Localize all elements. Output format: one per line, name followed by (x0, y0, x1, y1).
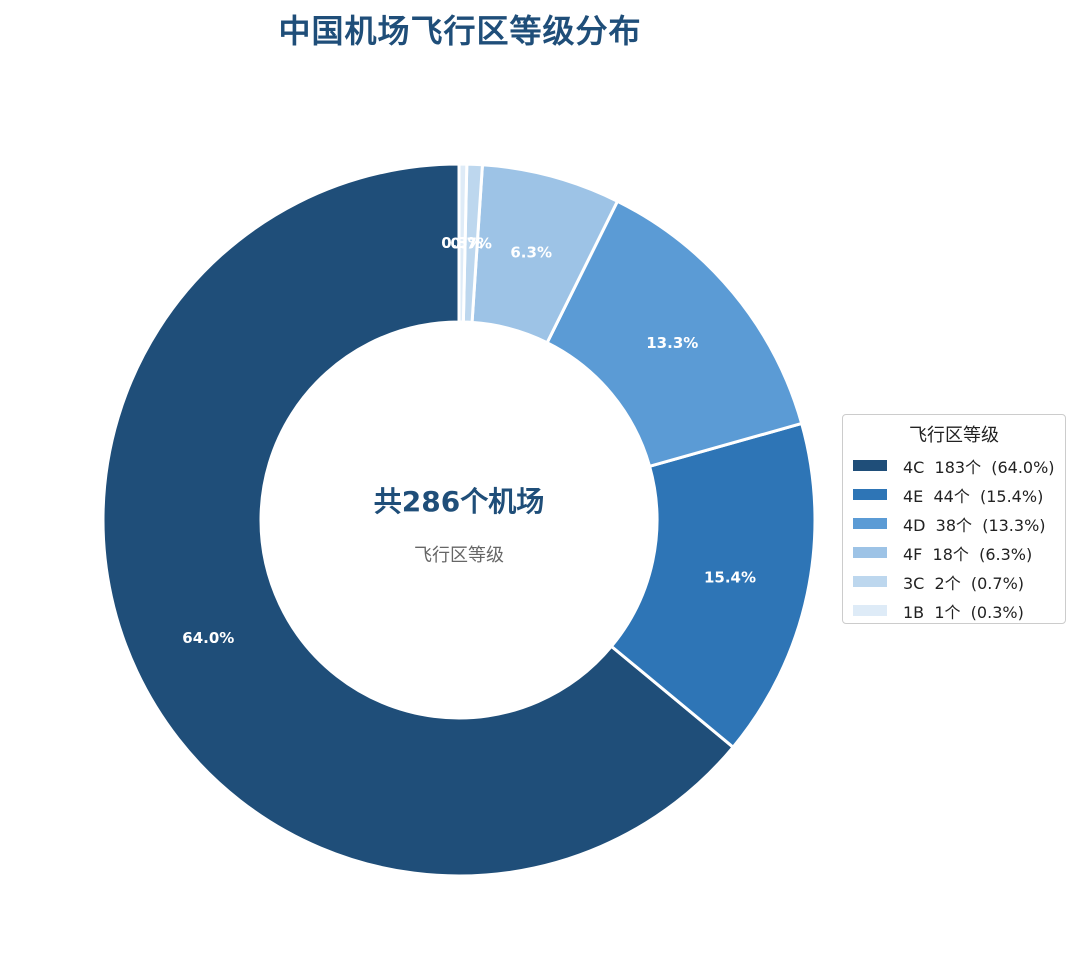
slice-label-4D: 13.3% (646, 334, 698, 352)
chart-title: 中国机场飞行区等级分布 (278, 12, 642, 50)
legend: 飞行区等级 4C 183个 (64.0%) 4E 44个 (15.4%) 4D 38… (842, 414, 1066, 624)
legend-swatch-4E (853, 489, 887, 500)
legend-label-3C: 3C 2个 (0.7%) (903, 573, 1025, 593)
slice-label-3C: 0.7% (450, 234, 492, 252)
slice-label-4E: 15.4% (704, 568, 756, 586)
slice-label-4C: 64.0% (182, 629, 234, 647)
legend-swatch-3C (853, 576, 887, 587)
slice-4C (101, 162, 736, 878)
legend-label-4F: 4F 18个 (6.3%) (903, 544, 1033, 564)
slice-label-1B: 0.3% (441, 234, 483, 252)
legend-swatch-1B (853, 605, 887, 616)
slice-label-4F: 6.3% (510, 244, 552, 262)
slice-1B (457, 162, 469, 324)
legend-title: 飞行区等级 (909, 425, 999, 446)
legend-label-4E: 4E 44个 (15.4%) (903, 486, 1044, 506)
center-total-label: 共286个机场 (374, 485, 544, 518)
legend-item-3C: 3C 2个 (0.7%) (853, 567, 1055, 596)
legend-swatch-4C (853, 460, 887, 471)
legend-item-4D: 4D 38个 (13.3%) (853, 509, 1055, 538)
legend-swatch-4D (853, 518, 887, 529)
legend-item-1B: 1B 1个 (0.3%) (853, 596, 1055, 625)
legend-swatch-4F (853, 547, 887, 558)
center-subtitle: 飞行区等级 (414, 545, 504, 566)
legend-item-4E: 4E 44个 (15.4%) (853, 480, 1055, 509)
legend-item-4C: 4C 183个 (64.0%) (853, 451, 1055, 480)
legend-label-4D: 4D 38个 (13.3%) (903, 515, 1046, 535)
legend-label-1B: 1B 1个 (0.3%) (903, 602, 1024, 622)
legend-item-4F: 4F 18个 (6.3%) (853, 538, 1055, 567)
legend-label-4C: 4C 183个 (64.0%) (903, 457, 1055, 477)
slice-4E (609, 421, 817, 750)
